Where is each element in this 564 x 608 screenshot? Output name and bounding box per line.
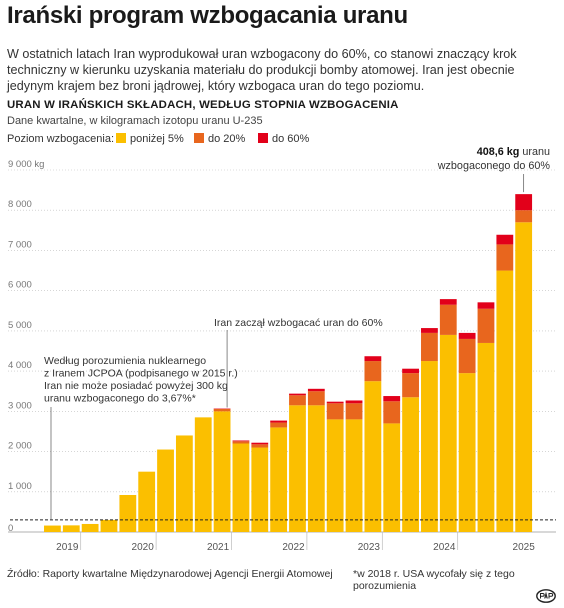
bar-segment <box>458 332 476 339</box>
bar-segment <box>496 234 514 245</box>
y-tick-label: 1 000 <box>8 481 32 492</box>
y-tick-label: 4 000 <box>8 360 32 371</box>
bar-segment <box>383 401 401 424</box>
bar-segment <box>251 442 269 445</box>
bar-segment <box>421 328 438 333</box>
jcpoa-annotation-line: Iran nie może posiadać powyżej 300 kg <box>44 380 228 392</box>
y-tick-label: 2 000 <box>8 441 32 452</box>
bar-segment <box>62 525 80 532</box>
legend-label: do 60% <box>272 133 310 145</box>
bar-segment <box>439 299 457 305</box>
bar-segment <box>345 403 363 420</box>
legend-swatch <box>258 133 268 143</box>
legend-label: do 20% <box>208 133 246 145</box>
bar-segment <box>326 401 344 404</box>
bar-segment <box>213 411 231 532</box>
bar-segment <box>345 419 363 532</box>
bar-segment <box>289 405 306 532</box>
y-tick-label: 6 000 <box>8 280 32 291</box>
bar-segment <box>515 210 533 223</box>
bar-segment <box>270 427 288 532</box>
y-tick-label: 3 000 <box>8 400 32 411</box>
x-tick-label: 2019 <box>56 542 79 553</box>
footnote: *w 2018 r. USA wycofały się z tego poroz… <box>353 568 515 592</box>
bar-segment <box>477 308 495 343</box>
bar-segment <box>439 304 457 335</box>
data-note: Dane kwartalne, w kilogramach izotopu ur… <box>7 115 263 127</box>
y-tick-label: 0 <box>8 523 13 534</box>
sixty-percent-annotation: Iran zaczął wzbogacać uran do 60% <box>214 317 383 329</box>
bar-segment <box>402 397 419 532</box>
bar-segment <box>119 495 137 532</box>
bar-segment <box>496 244 514 271</box>
bar-segment <box>175 435 193 532</box>
bar-segment <box>232 443 250 532</box>
bar-segment <box>496 270 514 532</box>
bar-segment <box>421 332 438 362</box>
bar-segment <box>194 417 212 532</box>
bar-segment <box>477 302 495 309</box>
bar-segment <box>364 381 382 532</box>
bar-segment <box>270 422 288 428</box>
bar-segment <box>307 391 325 406</box>
x-tick-label: 2022 <box>282 542 305 553</box>
jcpoa-annotation-line: uranu wzbogaconego do 3,67%* <box>44 393 196 405</box>
bar-segment <box>515 222 533 533</box>
jcpoa-annotation-line: Według porozumienia nuklearnego <box>44 355 206 367</box>
latest-value-annotation: 408,6 kg uranu <box>477 146 550 158</box>
bar-segment <box>289 393 306 396</box>
y-tick-label: 5 000 <box>8 320 32 331</box>
source-note: Źródło: Raporty kwartalne Międzynarodowe… <box>7 568 333 580</box>
y-tick-label: 8 000 <box>8 199 32 210</box>
bar-segment <box>515 194 533 211</box>
bar-segment <box>232 440 250 442</box>
x-tick-label: 2025 <box>513 542 536 553</box>
pap-logo <box>536 589 556 603</box>
bar-segment <box>364 356 382 362</box>
jcpoa-annotation-line: z Iranem JCPOA (podpisanego w 2015 r.) <box>44 368 238 380</box>
bar-segment <box>458 373 476 532</box>
bar-segment <box>458 338 476 374</box>
bar-segment <box>421 361 438 532</box>
bar-segment <box>157 449 174 532</box>
bar-segment <box>326 403 344 420</box>
legend-label: poniżej 5% <box>130 133 184 145</box>
x-tick-label: 2024 <box>433 542 456 553</box>
bar-segment <box>81 523 99 532</box>
bar-segment <box>477 342 495 532</box>
x-tick-label: 2023 <box>358 542 381 553</box>
latest-value-annotation-line: wzbogaconego do 60% <box>437 160 551 172</box>
bar-segment <box>307 405 325 532</box>
bar-segment <box>270 420 288 423</box>
bar-segment <box>251 447 269 532</box>
chart-subtitle: URAN W IRAŃSKICH SKŁADACH, WEDŁUG STOPNI… <box>7 99 399 111</box>
y-tick-label: 9 000 kg <box>8 159 44 170</box>
legend-swatch <box>194 133 204 143</box>
lead-text: W ostatnich latach Iran wyprodukował ura… <box>7 47 517 93</box>
page-title: Irański program wzbogacania uranu <box>7 2 408 29</box>
bar-segment <box>439 334 457 532</box>
bar-segment <box>307 388 325 392</box>
bar-segment <box>251 444 269 448</box>
bar-segment <box>289 395 306 406</box>
legend-title: Poziom wzbogacenia: <box>7 133 114 145</box>
bar-segment <box>44 525 61 532</box>
bar-segment <box>345 400 363 404</box>
bar-segment <box>383 396 401 402</box>
y-tick-label: 7 000 <box>8 239 32 250</box>
x-tick-label: 2021 <box>207 542 230 553</box>
bar-segment <box>100 519 118 532</box>
bar-segment <box>402 368 419 374</box>
bar-segment <box>232 441 250 444</box>
bar-segment <box>402 373 419 398</box>
bar-segment <box>213 408 231 412</box>
bar-segment <box>364 361 382 382</box>
bar-segment <box>138 471 156 532</box>
bar-segment <box>326 419 344 532</box>
legend-swatch <box>116 133 126 143</box>
bar-segment <box>383 423 401 532</box>
x-tick-label: 2020 <box>132 542 155 553</box>
